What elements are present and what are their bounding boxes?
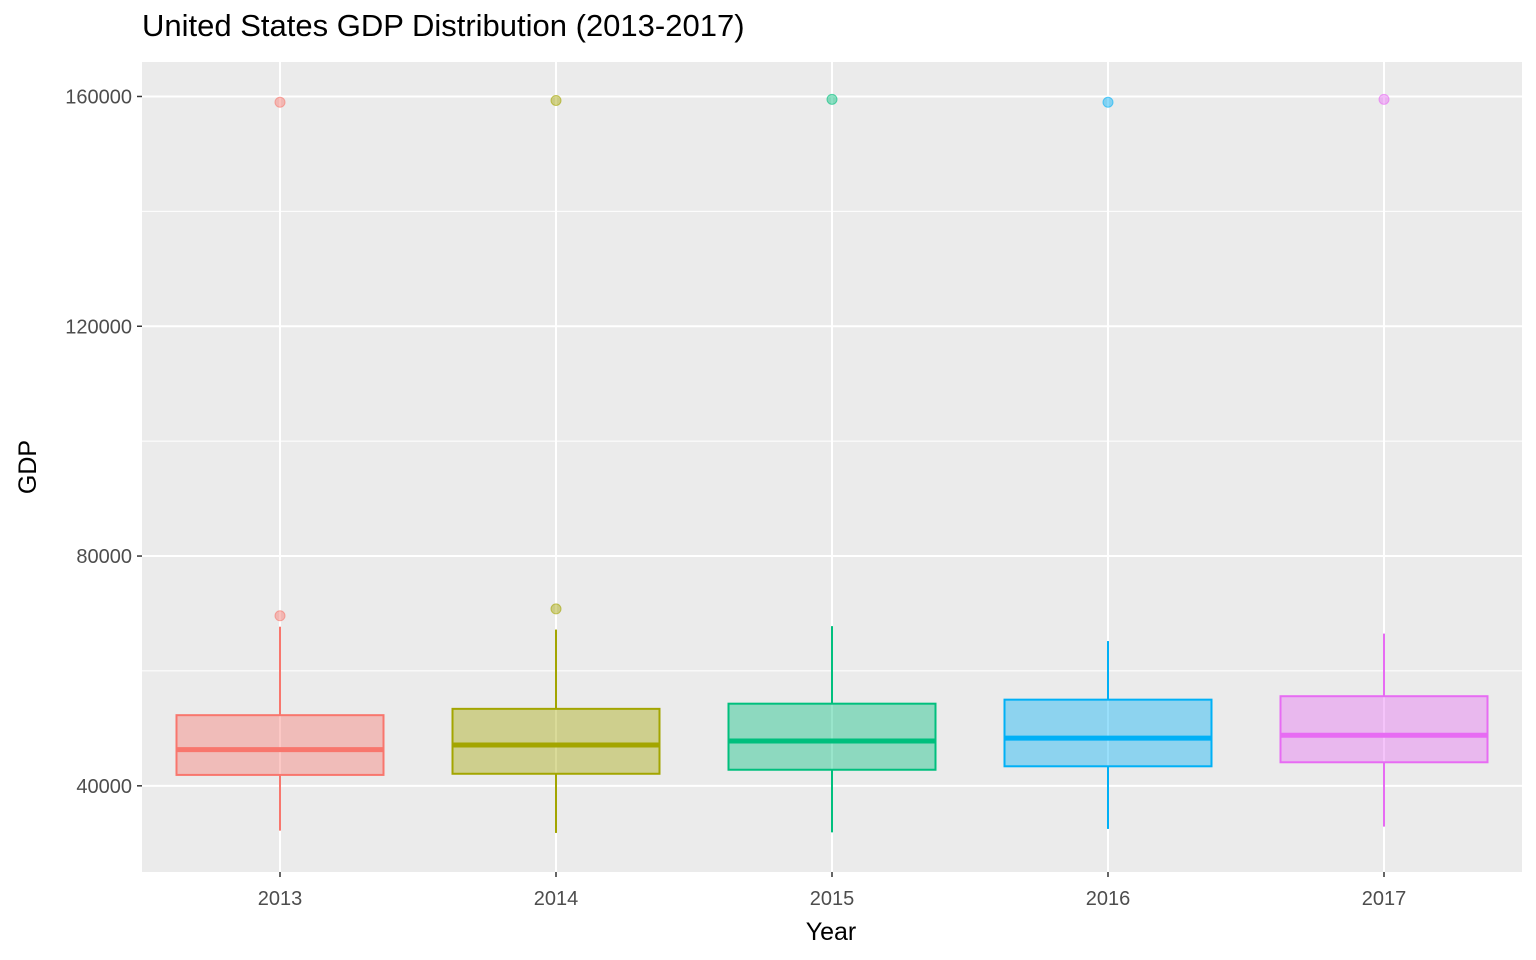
y-tick-label: 40000 (76, 776, 132, 798)
outlier-point (826, 93, 838, 105)
outlier-point (1102, 96, 1114, 108)
x-tick-label: 2014 (534, 888, 579, 910)
x-axis-title: Year (806, 918, 857, 946)
x-tick-label: 2015 (810, 888, 855, 910)
y-axis: 40000 80000 120000 160000 (65, 86, 142, 798)
y-axis-title: GDP (14, 440, 42, 494)
x-tick-label: 2017 (1362, 888, 1407, 910)
box-series (175, 93, 1489, 833)
outlier-point (550, 94, 562, 106)
box-body (1279, 695, 1489, 764)
box-body (451, 707, 661, 775)
box-2015 (727, 93, 937, 833)
chart-title: United States GDP Distribution (2013-201… (142, 8, 745, 43)
x-tick-label: 2016 (1086, 888, 1131, 910)
x-tick-label: 2013 (258, 888, 303, 910)
box-body (1003, 698, 1213, 768)
y-tick-label: 120000 (65, 316, 132, 338)
x-axis: 2013 2014 2015 2016 2017 (258, 872, 1407, 910)
outlier-point (550, 603, 562, 615)
outlier-point (274, 96, 286, 108)
box-2014 (451, 94, 661, 833)
box-2017 (1279, 93, 1489, 827)
y-tick-label: 160000 (65, 86, 132, 108)
y-tick-label: 80000 (76, 546, 132, 568)
box-2013 (175, 96, 385, 831)
box-2016 (1003, 96, 1213, 829)
outlier-point (274, 610, 286, 622)
box-body (727, 702, 937, 771)
grid-lines (142, 62, 1522, 872)
outlier-point (1378, 93, 1390, 105)
box-body (175, 714, 385, 776)
